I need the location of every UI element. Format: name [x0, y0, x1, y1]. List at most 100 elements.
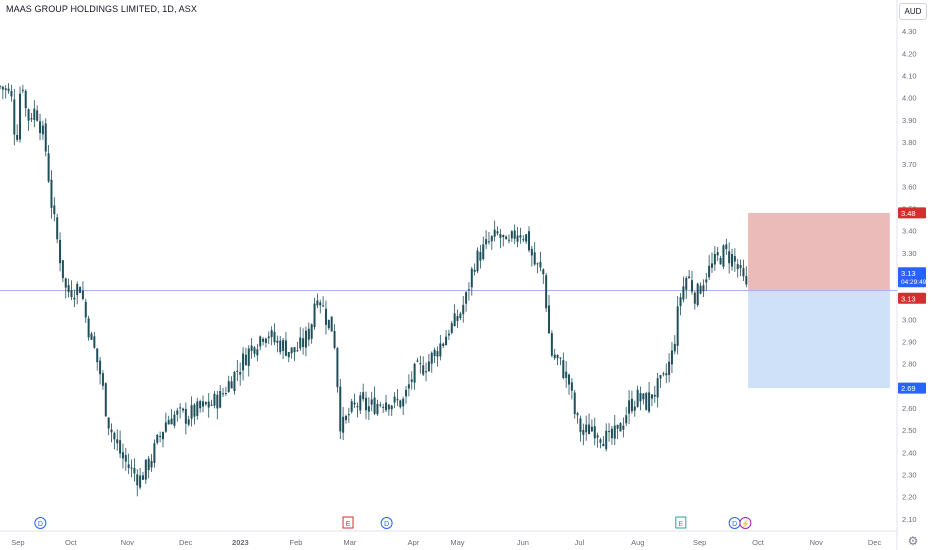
candle-body [24, 90, 27, 109]
candle-body [173, 414, 176, 426]
candle-body [359, 395, 362, 411]
gear-icon[interactable]: ⚙ [907, 534, 919, 548]
candle-body [493, 229, 496, 237]
candle-body [124, 455, 127, 462]
candle-body [702, 285, 705, 292]
candle-body [519, 235, 522, 238]
candle-body [216, 394, 219, 409]
candle-body [230, 381, 233, 389]
candle-body [81, 290, 84, 299]
candle-body [302, 338, 305, 347]
candle-body [470, 268, 473, 288]
y-tick-label: 2.30 [902, 471, 917, 480]
candle-body [699, 285, 702, 294]
candle-body [559, 357, 562, 359]
candle-body [419, 363, 422, 365]
candle-body [267, 336, 270, 339]
event-marker-label: E [678, 521, 683, 528]
target-price-label-bg [898, 382, 926, 394]
entry-price-label: 3.13 [901, 294, 916, 303]
candle-body [425, 371, 428, 373]
candle-body [545, 275, 548, 309]
y-tick-label: 2.10 [902, 515, 917, 524]
candle-body [250, 345, 253, 351]
candle-body [141, 475, 144, 480]
dividend-marker[interactable] [739, 517, 752, 529]
candle-body [422, 365, 425, 375]
candle-body [385, 402, 388, 411]
candle-body [708, 265, 711, 278]
candle-body [144, 459, 147, 480]
y-tick-label: 4.30 [902, 27, 917, 36]
candle-body [256, 349, 259, 356]
candle-body [33, 108, 36, 121]
candle-body [336, 348, 339, 388]
candle-body [648, 392, 651, 412]
candle-body [676, 306, 679, 346]
candle-body [608, 431, 611, 433]
y-tick-label: 2.80 [902, 360, 917, 369]
candle-body [456, 315, 459, 321]
candle-body [159, 436, 162, 438]
candle-body [673, 343, 676, 352]
candle-body [104, 383, 107, 417]
candle-body [596, 435, 599, 438]
candle-body [304, 330, 307, 348]
candle-body [630, 398, 633, 412]
candle-body [242, 353, 245, 371]
candle-body [619, 423, 622, 432]
candle-body [705, 279, 708, 283]
candle-body [562, 360, 565, 378]
x-tick-label: Apr [408, 538, 420, 547]
candle-body [73, 297, 76, 300]
earnings-marker[interactable] [342, 516, 354, 529]
candle-body [153, 443, 156, 463]
stop-loss-zone[interactable] [748, 212, 890, 291]
candle-body [356, 405, 359, 408]
candle-body [628, 400, 631, 414]
candle-body [633, 406, 636, 411]
candle-body [539, 261, 542, 268]
candle-body [605, 430, 608, 450]
candle-body [150, 460, 153, 468]
candle-body [284, 340, 287, 356]
stop-price-label: 3.48 [901, 209, 916, 218]
earnings-marker[interactable] [675, 516, 687, 529]
candle-body [333, 331, 336, 348]
dividend-marker[interactable] [380, 517, 393, 529]
candle-body [373, 397, 376, 414]
candle-body [733, 256, 736, 262]
candle-body [527, 231, 530, 251]
candle-body [96, 348, 99, 363]
candle-body [713, 253, 716, 265]
candle-body [636, 389, 639, 407]
y-tick-label: 3.40 [902, 227, 917, 236]
candle-body [307, 328, 310, 340]
candle-body [87, 318, 90, 338]
candle-body [64, 278, 67, 288]
dividend-marker[interactable] [34, 517, 47, 529]
candle-body [282, 340, 285, 351]
candle-body [53, 205, 56, 215]
y-tick-label: 3.30 [902, 249, 917, 258]
candle-body [0, 86, 1, 88]
candle-body [133, 468, 136, 474]
currency-button[interactable]: AUD [899, 3, 927, 20]
candle-body [110, 429, 113, 433]
candle-body [502, 234, 505, 238]
candle-body [339, 386, 342, 432]
x-tick-label: Jun [517, 538, 529, 547]
candle-body [219, 391, 222, 408]
candle-body [645, 393, 648, 410]
candle-body [199, 401, 202, 409]
take-profit-zone[interactable] [748, 290, 890, 389]
candle-body [476, 250, 479, 272]
candle-body [447, 333, 450, 336]
stop-price-label-bg [898, 207, 926, 219]
x-tick-label: Nov [121, 538, 135, 547]
candle-body [616, 424, 619, 429]
candle-body [602, 443, 605, 447]
current-price-label: 3.13 [901, 269, 916, 278]
candle-body [259, 336, 262, 347]
